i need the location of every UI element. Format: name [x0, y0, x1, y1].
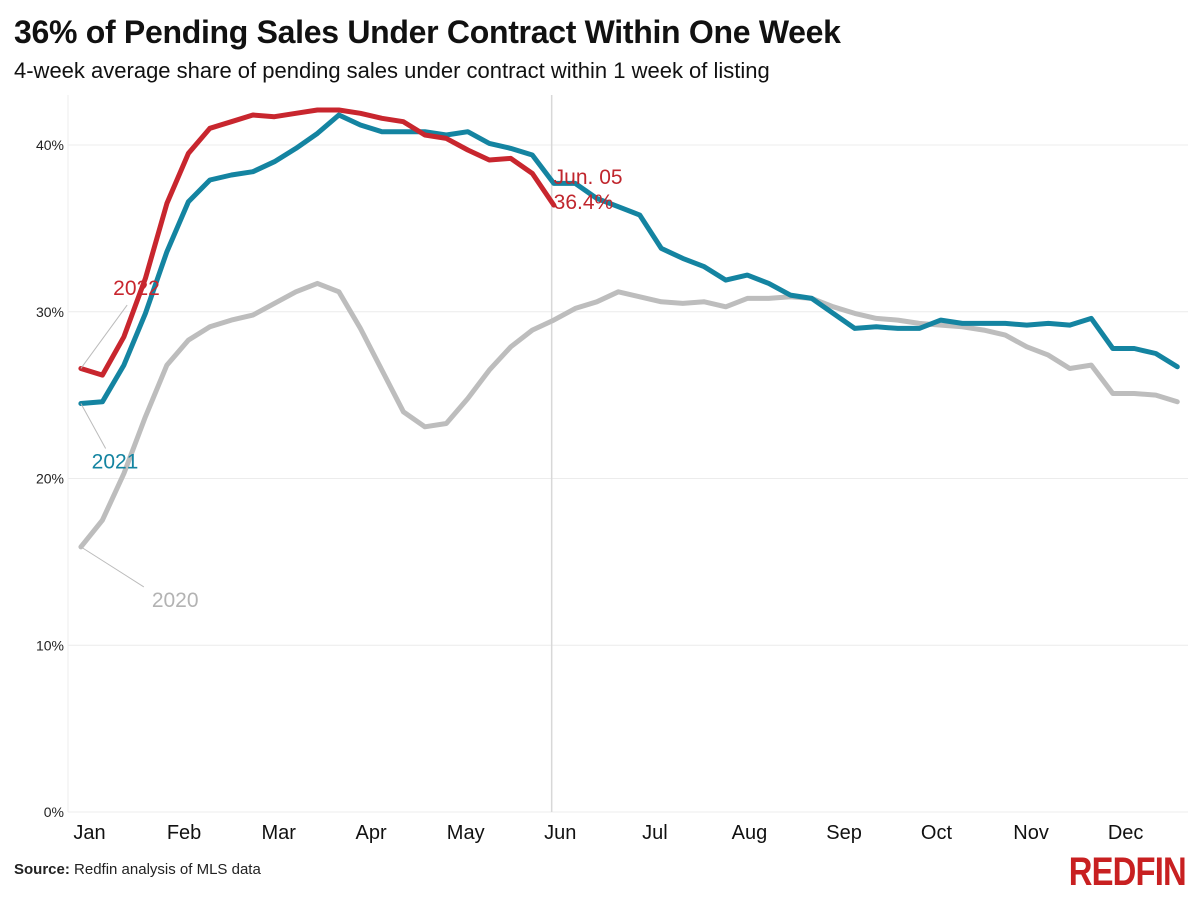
x-tick-label: Jul: [642, 822, 668, 844]
source-note: Source: Redfin analysis of MLS data: [14, 861, 261, 878]
annotation-date: Jun. 05: [554, 166, 623, 189]
x-tick-label: Sep: [826, 822, 862, 844]
chart-title: 36% of Pending Sales Under Contract With…: [14, 14, 841, 50]
x-tick-label: Jun: [544, 822, 576, 844]
series-labels: 2022 2021 2020: [80, 277, 199, 612]
leader-line-2021: [80, 403, 107, 449]
y-tick-label: 40%: [36, 137, 64, 153]
series-lines: [78, 107, 1180, 550]
leader-line-2020: [80, 546, 145, 588]
x-axis-ticks: Jan Feb Mar Apr May Jun Jul Aug Sep Oct Nov Dec: [73, 822, 1143, 844]
chart-subtitle: 4-week average share of pending sales un…: [14, 58, 770, 83]
series-label-2020: 2020: [152, 589, 199, 612]
x-tick-label: May: [447, 822, 485, 844]
x-tick-label: Feb: [167, 822, 201, 844]
x-tick-label: Apr: [356, 822, 387, 844]
series-line-2021: [78, 112, 1180, 406]
series-line-2020: [78, 280, 1180, 550]
x-tick-label: Mar: [261, 822, 296, 844]
y-tick-label: 30%: [36, 304, 64, 320]
annotation-value: 36.4%: [554, 191, 614, 214]
series-label-2021: 2021: [92, 451, 139, 474]
y-tick-label: 0%: [44, 804, 64, 820]
series-line-2022: [78, 107, 557, 378]
grid-lines: [67, 95, 1188, 813]
y-axis-ticks: 0% 10% 20% 30% 40%: [36, 137, 64, 820]
x-tick-label: Oct: [921, 822, 953, 844]
y-tick-label: 20%: [36, 471, 64, 487]
redfin-logo: REDFIN: [1068, 850, 1187, 894]
source-text: Redfin analysis of MLS data: [74, 861, 261, 878]
y-tick-label: 10%: [36, 637, 64, 653]
x-tick-label: Aug: [732, 822, 768, 844]
x-tick-label: Nov: [1013, 822, 1049, 844]
series-label-2022: 2022: [113, 277, 160, 300]
source-label: Source:: [14, 861, 70, 878]
x-tick-label: Dec: [1108, 822, 1144, 844]
leader-line-2022: [80, 304, 128, 369]
x-tick-label: Jan: [73, 822, 105, 844]
